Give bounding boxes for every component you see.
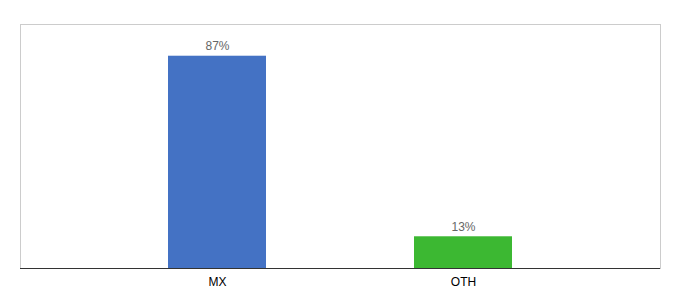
svg-text:13%: 13% — [451, 220, 475, 234]
svg-text:87%: 87% — [205, 39, 229, 53]
svg-text:MX: MX — [209, 275, 227, 289]
svg-text:OTH: OTH — [451, 275, 476, 289]
